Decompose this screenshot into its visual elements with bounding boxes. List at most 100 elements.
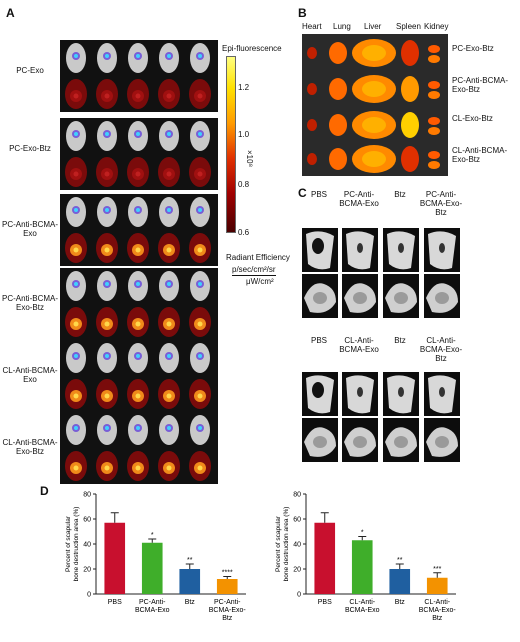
mouse-3-0-1 bbox=[97, 271, 117, 301]
sig-1-2: ** bbox=[397, 557, 403, 564]
organ-row-2 bbox=[307, 111, 440, 139]
scale-title: Epi-fluorescence bbox=[222, 44, 282, 53]
y-tick-1-1: 20 bbox=[293, 567, 301, 574]
scale-multiplier: ×10⁸ bbox=[245, 150, 254, 167]
organ-row-label-3: CL-Anti-BCMA-Exo-Btz bbox=[452, 146, 508, 164]
x-tick-0-1: PC-Anti-BCMA-Exo bbox=[135, 599, 170, 614]
x-tick-0-3: PC-Anti-BCMA-Exo-Btz bbox=[209, 599, 247, 622]
bottom-ct-svg-2-0 bbox=[387, 375, 415, 414]
mouse-0-1-4 bbox=[189, 79, 211, 109]
mouse-0-0-4 bbox=[190, 43, 210, 73]
organ-header-4: Kidney bbox=[424, 22, 449, 31]
mouse-0-0-0 bbox=[66, 43, 86, 73]
mouse-1-0-3 bbox=[159, 121, 179, 151]
row-label-4: CL-Anti-BCMA-Exo bbox=[2, 366, 58, 384]
mouse-5-1-0 bbox=[65, 451, 87, 481]
scale-tick-2: 0.8 bbox=[238, 180, 250, 189]
mouse-1-0-1 bbox=[97, 121, 117, 151]
bar-0-2 bbox=[179, 569, 201, 594]
scale-tick-3: 0.6 bbox=[238, 228, 250, 237]
panel-b-letter: B bbox=[298, 6, 307, 20]
bottom-ct-svg-2-1 bbox=[385, 427, 417, 457]
imaging-panel-3 bbox=[60, 268, 218, 340]
organ-row-1 bbox=[307, 75, 440, 103]
mouse-5-0-0 bbox=[66, 415, 86, 445]
mouse-2-0-4 bbox=[190, 197, 210, 227]
mouse-4-0-4 bbox=[190, 343, 210, 373]
mouse-5-1-1 bbox=[96, 451, 118, 481]
top-header-0: PBS bbox=[310, 190, 327, 199]
mouse-5-0-1 bbox=[97, 415, 117, 445]
bottom-ct-svg-1-0 bbox=[346, 375, 374, 414]
organ-row-label-1: PC-Anti-BCMA-Exo-Btz bbox=[452, 76, 509, 94]
mouse-4-1-4 bbox=[189, 379, 211, 409]
imaging-panel-0 bbox=[60, 40, 218, 112]
mouse-0-0-3 bbox=[159, 43, 179, 73]
organ-row-3 bbox=[307, 145, 440, 173]
scale-tick-0: 1.2 bbox=[238, 83, 250, 92]
top-header-2: Btz bbox=[394, 190, 406, 199]
organ-image-panel bbox=[302, 34, 448, 176]
top-ct-image-3-1 bbox=[424, 274, 460, 318]
row-label-3: PC-Anti-BCMA-Exo-Btz bbox=[2, 294, 59, 312]
radiant-title: Radiant Efficiency bbox=[226, 253, 290, 262]
mouse-1-1-1 bbox=[96, 157, 118, 187]
y-label-1: Percent of scapularbone destruction area… bbox=[275, 507, 290, 582]
mouse-5-1-4 bbox=[189, 451, 211, 481]
row-label-1: PC-Exo-Btz bbox=[9, 144, 51, 153]
imaging-svg-2 bbox=[65, 197, 211, 263]
mouse-4-1-1 bbox=[96, 379, 118, 409]
x-tick-1-0: PBS bbox=[318, 599, 332, 606]
mouse-1-1-3 bbox=[158, 157, 180, 187]
mouse-0-1-2 bbox=[127, 79, 149, 109]
row-label-5: CL-Anti-BCMA-Exo-Btz bbox=[2, 438, 58, 456]
imaging-svg-3 bbox=[65, 271, 211, 337]
panel-c-letter: C bbox=[298, 186, 307, 200]
mouse-2-1-3 bbox=[158, 233, 180, 263]
top-ct-svg-0-0 bbox=[306, 231, 334, 270]
bar-charts: 0 20 40 60 80 Percent of scapularbone destruc… bbox=[65, 492, 456, 623]
mouse-3-0-4 bbox=[190, 271, 210, 301]
bar-chart-1: 0 20 40 60 80 Percent of scapularbone destruc… bbox=[275, 492, 456, 623]
top-ct-image-1-0 bbox=[342, 228, 378, 272]
bar-0-3 bbox=[216, 579, 238, 594]
organ-header-1: Lung bbox=[333, 22, 351, 31]
bottom-ct-svg-3-1 bbox=[426, 427, 458, 457]
bottom-header-3: CL-Anti-BCMA-Exo-Btz bbox=[419, 336, 463, 363]
top-ct-svg-0-1 bbox=[304, 283, 336, 313]
top-ct-svg-3-1 bbox=[426, 283, 458, 313]
bottom-ct-image-2-0 bbox=[383, 372, 419, 416]
mouse-0-1-0 bbox=[65, 79, 87, 109]
mouse-2-1-4 bbox=[189, 233, 211, 263]
mouse-3-0-3 bbox=[159, 271, 179, 301]
mouse-1-0-2 bbox=[128, 121, 148, 151]
imaging-panel-1 bbox=[60, 118, 218, 190]
mouse-1-0-0 bbox=[66, 121, 86, 151]
mouse-0-0-2 bbox=[128, 43, 148, 73]
bar-0-0 bbox=[104, 522, 126, 594]
y-tick-0-4: 80 bbox=[83, 492, 91, 499]
mouse-2-0-0 bbox=[66, 197, 86, 227]
imaging-svg-0 bbox=[65, 43, 211, 109]
top-ct-image-0-1 bbox=[302, 274, 338, 318]
x-tick-1-2: Btz bbox=[395, 599, 406, 606]
y-tick-0-3: 60 bbox=[83, 517, 91, 524]
x-tick-1-3: CL-Anti-BCMA-Exo-Btz bbox=[419, 599, 457, 622]
mouse-1-1-2 bbox=[127, 157, 149, 187]
bottom-ct-svg-0-1 bbox=[304, 427, 336, 457]
mouse-3-1-3 bbox=[158, 307, 180, 337]
top-ct-image-1-1 bbox=[342, 274, 378, 318]
x-tick-0-0: PBS bbox=[108, 599, 122, 606]
imaging-panel-5 bbox=[60, 412, 218, 484]
y-tick-0-0: 0 bbox=[87, 592, 91, 599]
mouse-5-0-3 bbox=[159, 415, 179, 445]
mouse-2-0-2 bbox=[128, 197, 148, 227]
top-ct-image-2-0 bbox=[383, 228, 419, 272]
bottom-ct-image-0-0 bbox=[302, 372, 338, 416]
imaging-svg-4 bbox=[65, 343, 211, 409]
mouse-3-1-4 bbox=[189, 307, 211, 337]
row-label-2: PC-Anti-BCMA-Exo bbox=[2, 220, 59, 238]
mouse-3-0-0 bbox=[66, 271, 86, 301]
y-tick-1-4: 80 bbox=[293, 492, 301, 499]
imaging-svg-5 bbox=[65, 415, 211, 481]
